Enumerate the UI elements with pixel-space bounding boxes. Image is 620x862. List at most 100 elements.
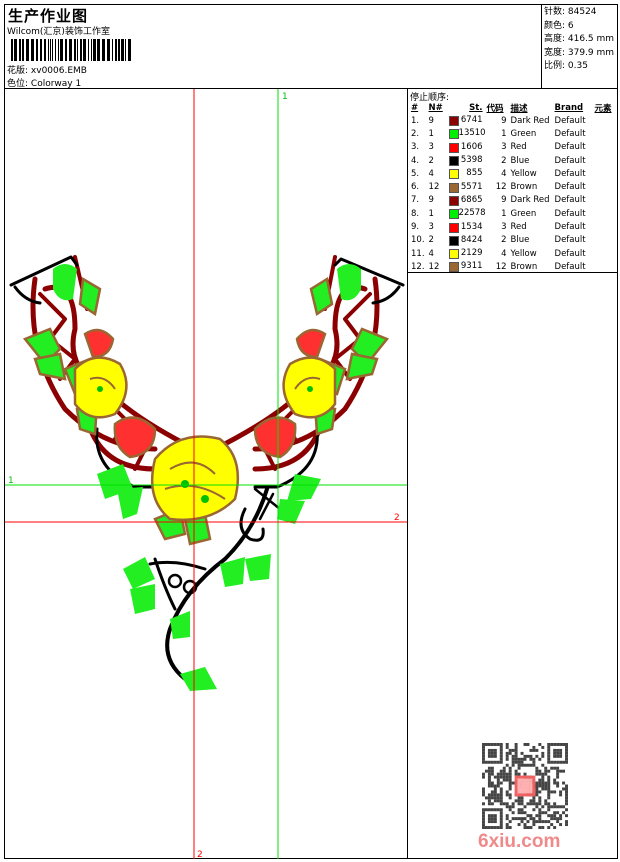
qr-module [508, 784, 512, 788]
barcode-bar [74, 39, 76, 61]
qr-module [499, 748, 503, 752]
barcode-bar [44, 39, 46, 61]
qr-module [490, 814, 494, 818]
color-swatch [448, 116, 459, 127]
row-number: 10. [411, 235, 425, 246]
brand: Default [554, 208, 586, 219]
qr-module [493, 808, 497, 812]
qr-module [562, 787, 566, 791]
barcode-bar [77, 39, 78, 61]
stitches: 2129 [447, 247, 485, 260]
qr-module [559, 751, 563, 755]
qr-module [532, 781, 536, 785]
qr-module [556, 766, 560, 770]
qr-module [547, 802, 551, 806]
qr-module [517, 772, 521, 776]
qr-module [535, 805, 539, 809]
qr-module [493, 760, 497, 764]
barcode-bar [121, 39, 124, 61]
qr-module [520, 796, 524, 800]
qr-module [544, 766, 548, 770]
qr-module [490, 802, 494, 806]
design-height: 高度: 416.5 mm [544, 34, 615, 44]
qr-module [490, 781, 494, 785]
table-row: 6. 12 5571 12 Brown Default [409, 180, 617, 193]
qr-module [565, 823, 568, 827]
qr-module [499, 781, 503, 785]
code: 9 [501, 115, 507, 126]
qr-module [517, 760, 521, 764]
table-row: 9. 3 1534 3 Red Default [409, 220, 617, 233]
qr-module [559, 805, 563, 809]
qr-module [499, 745, 503, 749]
qr-module [526, 778, 530, 782]
qr-module [508, 775, 512, 779]
qr-module [490, 754, 494, 758]
qr-module [520, 793, 524, 797]
qr-module [508, 778, 512, 782]
qr-module [520, 787, 524, 791]
barcode-bar [102, 39, 105, 61]
qr-module [517, 766, 521, 770]
qr-module [565, 793, 568, 797]
barcode-bar [60, 39, 63, 61]
qr-module [499, 793, 503, 797]
qr-module [490, 772, 494, 776]
barcode-bar [31, 39, 34, 61]
qr-module [547, 743, 551, 746]
qr-module [487, 751, 491, 755]
qr-module [502, 766, 506, 770]
qr-module [529, 787, 533, 791]
stitches: 5571 [447, 180, 485, 193]
qr-module [541, 751, 545, 755]
qr-module [487, 748, 491, 752]
qr-module [484, 743, 488, 746]
code: 2 [501, 155, 507, 166]
brand: Default [554, 248, 586, 259]
qr-module [526, 820, 530, 824]
qr-module [514, 743, 518, 746]
qr-module [553, 802, 557, 806]
qr-module [541, 811, 545, 815]
qr-module [529, 778, 533, 782]
qr-module [487, 802, 491, 806]
qr-module [565, 757, 568, 761]
qr-module [487, 817, 491, 821]
qr-module [496, 743, 500, 746]
qr-module [520, 802, 524, 806]
stitches: 1534 [447, 220, 485, 233]
qr-module [514, 748, 518, 752]
qr-module [565, 751, 568, 755]
qr-module [487, 796, 491, 800]
qr-module [499, 754, 503, 758]
qr-module [517, 763, 521, 767]
qr-module [526, 784, 530, 788]
qr-module [490, 751, 494, 755]
qr-module [538, 811, 542, 815]
qr-module [559, 814, 563, 818]
description: Brown [510, 182, 538, 193]
qr-module [538, 784, 542, 788]
qr-module [508, 748, 512, 752]
qr-module [562, 805, 566, 809]
qr-module [538, 743, 542, 746]
qr-module [499, 790, 503, 794]
qr-module [484, 808, 488, 812]
qr-module [482, 793, 485, 797]
qr-module [538, 802, 542, 806]
qr-module [559, 817, 563, 821]
qr-module [499, 787, 503, 791]
qr-module [508, 751, 512, 755]
qr-module [523, 772, 527, 776]
qr-module [517, 802, 521, 806]
qr-module [490, 808, 494, 812]
qr-module [538, 808, 542, 812]
qr-module [514, 760, 518, 764]
qr-module [553, 781, 557, 785]
qr-module [550, 823, 554, 827]
qr-module [484, 769, 488, 773]
qr-module [493, 787, 497, 791]
qr-module [544, 787, 548, 791]
code: 12 [495, 182, 507, 193]
stitch-count: 1534 [460, 221, 483, 232]
